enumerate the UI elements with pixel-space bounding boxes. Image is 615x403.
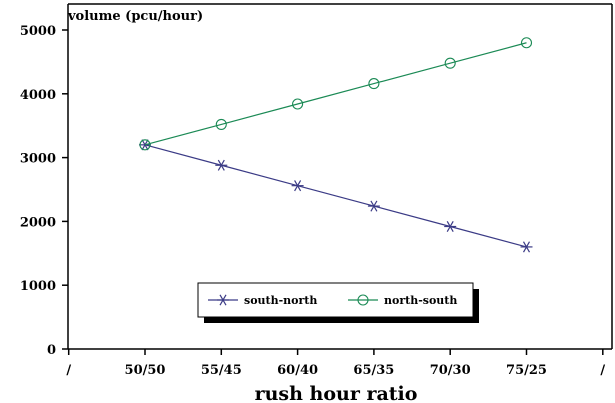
x-tick-label: /: [66, 363, 71, 378]
data-point-south-north: [215, 159, 228, 171]
y-tick-label: 2000: [20, 215, 56, 230]
asterisk-stroke: [217, 159, 225, 171]
x-tick-label: 60/40: [277, 363, 318, 378]
asterisk-stroke: [446, 220, 454, 233]
x-tick-label: 70/30: [430, 363, 471, 378]
asterisk-stroke: [370, 200, 378, 212]
data-point-south-north: [520, 241, 533, 253]
data-point-south-north: [444, 220, 457, 233]
legend-label-south-north: south-north: [244, 294, 317, 307]
asterisk-stroke: [522, 241, 531, 253]
x-axis-title: rush hour ratio: [255, 383, 418, 403]
data-point-north-south: [292, 98, 304, 110]
y-tick-label: 5000: [20, 24, 56, 39]
legend-marker-south-north: [217, 294, 229, 306]
series-layer: [139, 37, 533, 253]
asterisk-stroke: [294, 180, 302, 192]
data-point-north-south: [444, 57, 456, 69]
series-line-south-north: [144, 144, 527, 248]
axes: 0 1000 2000 3000 4000 5000 / 50/50 55/45 60/40 65/…: [20, 3, 613, 378]
data-point-south-north: [367, 200, 380, 212]
asterisk-stroke: [219, 294, 227, 306]
legend-label-north-south: north-south: [384, 294, 457, 307]
y-tick-label: 0: [47, 343, 56, 358]
y-tick-label: 4000: [20, 88, 56, 103]
x-tick-label: 65/35: [353, 363, 394, 378]
x-tick-label: 50/50: [125, 363, 166, 378]
legend-box: [197, 282, 474, 318]
x-tick-label: 55/45: [201, 363, 242, 378]
legend: south-north north-south: [197, 282, 479, 323]
series-line-north-south: [144, 42, 527, 146]
data-point-north-south: [215, 118, 227, 130]
x-tick-label: 75/25: [506, 363, 547, 378]
legend-marker-north-south: [357, 294, 369, 306]
x-tick-label: /: [600, 363, 605, 378]
y-tick-label: 1000: [20, 279, 56, 294]
data-point-south-north: [291, 180, 304, 192]
data-point-north-south: [139, 139, 151, 151]
y-tick-label: 3000: [20, 152, 56, 167]
y-axis-title: volume (pcu/hour): [67, 9, 203, 24]
data-point-north-south: [520, 37, 533, 49]
data-point-north-south: [368, 78, 380, 90]
